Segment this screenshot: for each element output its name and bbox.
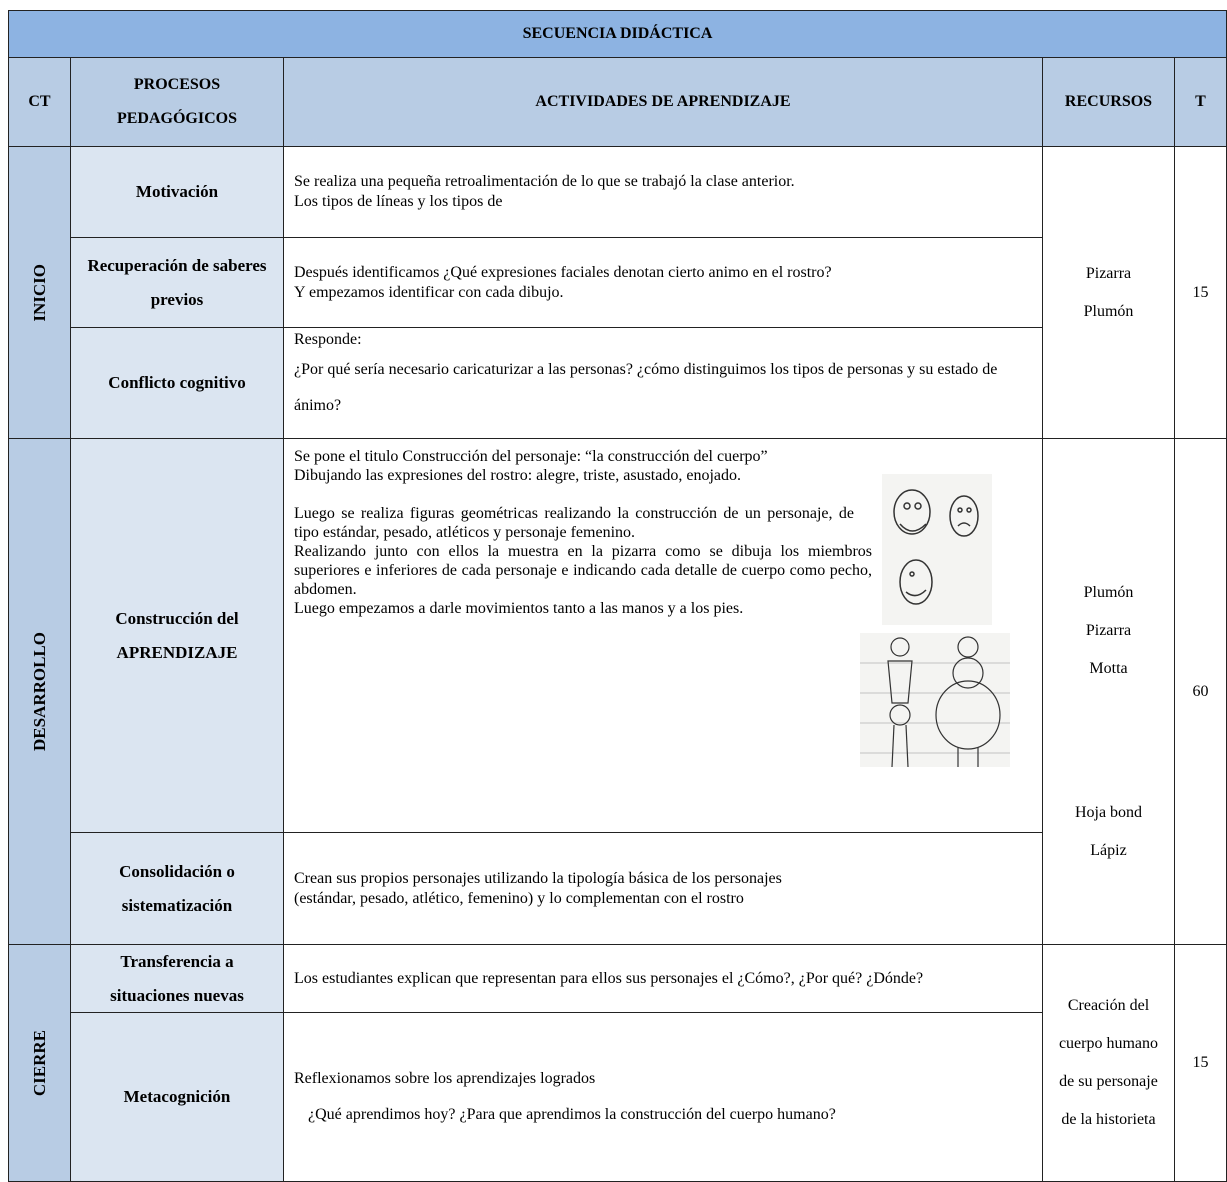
- activity-line: Después identificamos ¿Qué expresiones f…: [294, 263, 832, 281]
- activity-line: Realizando junto con ellos la muestra en…: [294, 543, 872, 598]
- header-cell: CT: [8, 57, 71, 147]
- process-cell: Consolidación o sistematización: [70, 832, 284, 945]
- resource-group: Hoja bond Lápiz: [1043, 794, 1174, 870]
- resource: Plumón: [1083, 584, 1134, 601]
- process-cell: Motivación: [70, 146, 284, 238]
- activity-line: Luego se realiza figuras geométricas rea…: [294, 505, 854, 541]
- process-cell: Conflicto cognitivo: [70, 327, 284, 439]
- table-title: SECUENCIA DIDÁCTICA: [8, 10, 1227, 58]
- resources-cell: Plumón Pizarra Motta Hoja bond Lápiz: [1042, 438, 1175, 945]
- process-cell: Construcción del APRENDIZAJE: [70, 438, 284, 833]
- title-text: SECUENCIA DIDÁCTICA: [522, 25, 713, 42]
- activity-cell: Se pone el titulo Construcción del perso…: [283, 438, 1043, 833]
- time: 60: [1192, 682, 1209, 700]
- activity-line: Reflexionamos sobre los aprendizajes log…: [294, 1070, 596, 1087]
- header-cell: RECURSOS: [1042, 57, 1175, 147]
- activity-cell: Crean sus propios personajes utilizando …: [283, 832, 1043, 945]
- activity-line: Se realiza una pequeña retroalimentación…: [294, 173, 795, 190]
- time: 15: [1192, 1054, 1209, 1071]
- activity-line: Y empezamos identificar con cada dibujo.: [294, 283, 564, 301]
- activity-cell: Después identificamos ¿Qué expresiones f…: [283, 237, 1043, 328]
- time-cell: 60: [1174, 438, 1227, 945]
- header-cell: T: [1174, 57, 1227, 147]
- activity-line: ¿Qué aprendimos hoy? ¿Para que aprendimo…: [308, 1106, 836, 1123]
- process-cell: Metacognición: [70, 1012, 284, 1182]
- activity-line: Los tipos de líneas y los tipos de: [294, 193, 503, 210]
- activity-line: Los estudiantes explican que representan…: [294, 969, 924, 987]
- stage-cell: DESARROLLO: [8, 438, 71, 945]
- resource: Lápiz: [1090, 842, 1127, 859]
- activity-cell: Se realiza una pequeña retroalimentación…: [283, 146, 1043, 238]
- activity-line: Luego empezamos a darle movimientos tant…: [294, 600, 744, 617]
- stage-name: CIERRE: [29, 1029, 49, 1097]
- process-cell: Transferencia a situaciones nuevas: [70, 944, 284, 1013]
- activity-line: Crean sus propios personajes utilizando …: [294, 869, 782, 887]
- stage-name: DESARROLLO: [29, 631, 49, 752]
- activity-line: Dibujando las expresiones del rostro: al…: [294, 467, 741, 484]
- process-cell: Recuperación de saberes previos: [70, 237, 284, 328]
- resource: Pizarra: [1085, 622, 1132, 639]
- drawing-faces: [882, 474, 992, 625]
- activity-cell: Responde: ¿Por qué sería necesario caric…: [283, 327, 1043, 439]
- time: 15: [1192, 283, 1209, 301]
- time-cell: 15: [1174, 146, 1227, 439]
- time-cell: 15: [1174, 944, 1227, 1182]
- resource: Pizarra: [1085, 264, 1132, 282]
- stage-cell: CIERRE: [8, 944, 71, 1182]
- resources-cell: Pizarra Plumón: [1042, 146, 1175, 439]
- resource: Plumón: [1083, 302, 1134, 320]
- bodies-sketch: [860, 636, 1010, 768]
- activity-cell: Los estudiantes explican que representan…: [283, 944, 1043, 1013]
- header-cell: ACTIVIDADES DE APRENDIZAJE: [283, 57, 1043, 147]
- resource: Motta: [1089, 660, 1128, 677]
- stage-name: INICIO: [29, 263, 49, 322]
- activity-line: ¿Por qué sería necesario caricaturizar a…: [294, 361, 998, 414]
- faces-sketch: [893, 489, 979, 605]
- activity-cell: Reflexionamos sobre los aprendizajes log…: [283, 1012, 1043, 1182]
- activity-line: Se pone el titulo Construcción del perso…: [294, 448, 768, 465]
- activity-line: (estándar, pesado, atlético, femenino) y…: [294, 889, 744, 907]
- drawing-bodies: [860, 633, 1010, 768]
- header-cell: PROCESOS PEDAGÓGICOS: [70, 57, 284, 147]
- resource: Creación del cuerpo humano de su persona…: [1058, 997, 1159, 1128]
- resource-group: Plumón Pizarra Motta: [1043, 574, 1174, 688]
- resources-cell: Creación del cuerpo humano de su persona…: [1042, 944, 1175, 1182]
- stage-cell: INICIO: [8, 146, 71, 439]
- resource: Hoja bond: [1074, 804, 1143, 821]
- activity-line: Responde:: [294, 331, 362, 348]
